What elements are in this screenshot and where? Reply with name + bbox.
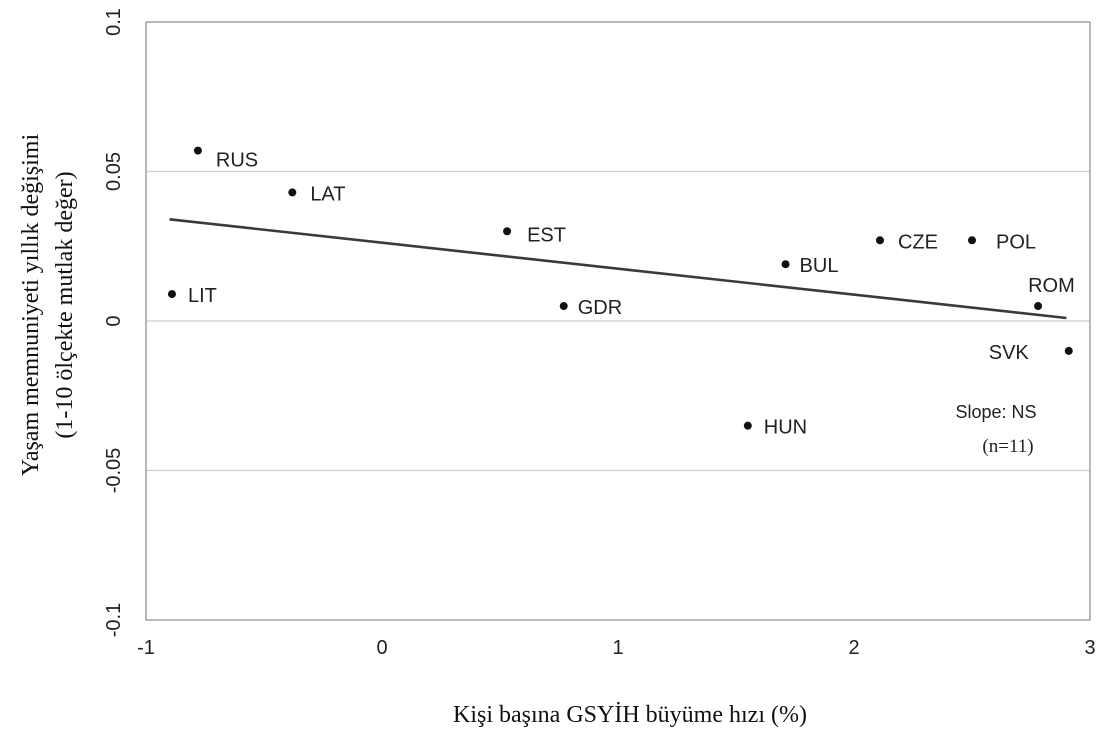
point-label-hun: HUN bbox=[764, 417, 807, 439]
y-tick-label: 0.05 bbox=[103, 152, 125, 191]
y-axis-title-line2: (1-10 ölçekte mutlak değer) bbox=[52, 171, 78, 438]
n-annotation: (n=11) bbox=[982, 436, 1033, 457]
x-tick-label: 3 bbox=[1084, 637, 1095, 659]
point-cze bbox=[875, 236, 884, 245]
point-est bbox=[503, 227, 512, 236]
point-hun bbox=[743, 421, 752, 430]
y-tick-label: 0 bbox=[103, 315, 125, 326]
gridlines bbox=[146, 170, 1090, 472]
y-tick-label: -0.05 bbox=[103, 448, 125, 494]
point-rom bbox=[1034, 302, 1043, 311]
point-gdr bbox=[559, 302, 568, 311]
y-axis-title-line1: Yaşam memnuniyeti yıllık değişimi bbox=[18, 134, 44, 477]
x-tick-label: 1 bbox=[612, 637, 623, 659]
slope-annotation: Slope: NS bbox=[955, 402, 1036, 422]
data-points: RUS LAT EST LIT GDR BUL CZE POL ROM SVK HUN bbox=[167, 146, 1075, 439]
point-label-svk: SVK bbox=[989, 342, 1030, 364]
point-label-lit: LIT bbox=[188, 285, 217, 307]
x-tick-label: 2 bbox=[848, 637, 859, 659]
x-tick-labels: -1 0 1 2 3 bbox=[137, 637, 1095, 659]
point-lit bbox=[167, 290, 176, 299]
point-lat bbox=[288, 188, 297, 197]
point-bul bbox=[781, 260, 790, 269]
x-tick-label: -1 bbox=[137, 637, 155, 659]
point-rus bbox=[193, 146, 202, 155]
point-label-bul: BUL bbox=[800, 255, 839, 277]
point-pol bbox=[968, 236, 976, 245]
y-tick-label: -0.1 bbox=[103, 603, 125, 637]
y-axis-title: Yaşam memnuniyeti yıllık değişimi (1-10 … bbox=[18, 134, 78, 477]
point-label-gdr: GDR bbox=[578, 297, 622, 319]
x-axis-title: Kişi başına GSYİH büyüme hızı (%) bbox=[453, 702, 807, 728]
y-tick-label: 0.1 bbox=[103, 8, 125, 36]
plot-frame bbox=[145, 21, 1091, 621]
trend-line bbox=[169, 218, 1067, 320]
point-label-cze: CZE bbox=[898, 231, 938, 253]
point-label-est: EST bbox=[527, 224, 566, 246]
point-label-rus: RUS bbox=[216, 150, 258, 172]
point-label-pol: POL bbox=[996, 231, 1036, 253]
point-svk bbox=[1064, 346, 1073, 355]
point-label-lat: LAT bbox=[310, 183, 345, 205]
x-tick-label: 0 bbox=[376, 637, 387, 659]
point-label-rom: ROM bbox=[1028, 275, 1075, 297]
y-tick-labels: 0.1 0.05 0 -0.05 -0.1 bbox=[103, 8, 125, 637]
